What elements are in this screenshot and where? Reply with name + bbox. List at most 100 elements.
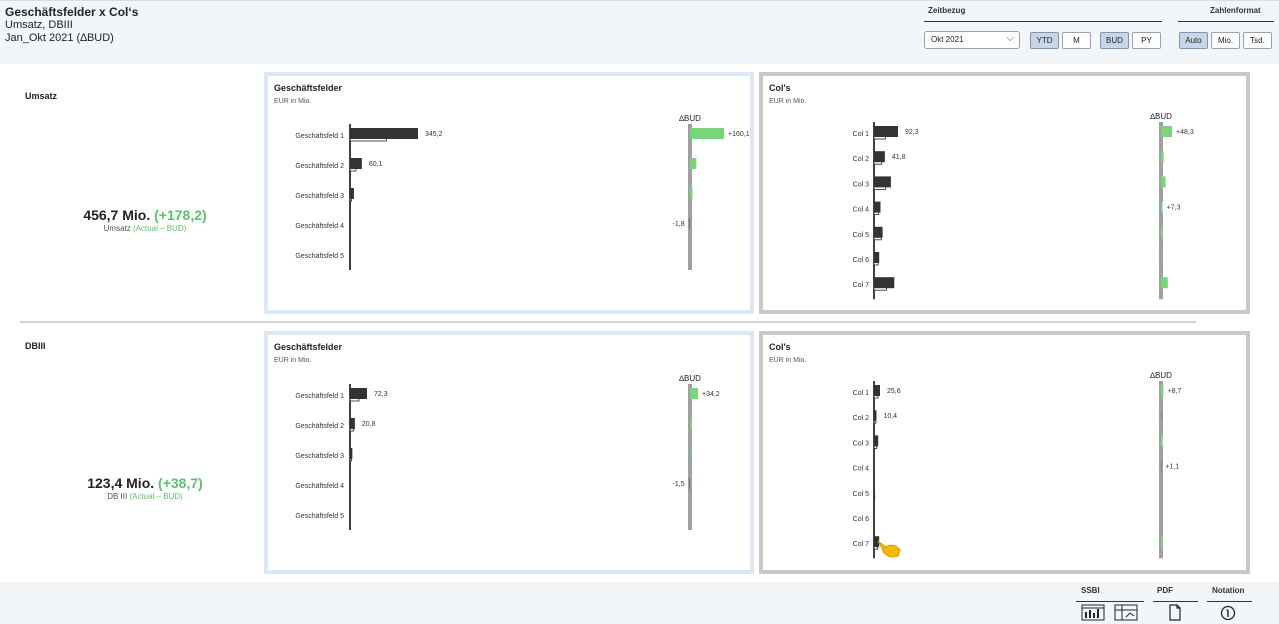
- category-label: Geschäftsfeld 1: [295, 393, 344, 400]
- delta-bar: [690, 448, 691, 459]
- panel-unit: EUR in Mio.: [274, 357, 312, 364]
- delta-label: +48,3: [1176, 129, 1194, 136]
- auto-button[interactable]: Auto: [1179, 32, 1208, 49]
- delta-bar: [1161, 201, 1163, 213]
- kpi-umsatz: 456,7 Mio. (+178,2) Umsatz (Actual – BUD…: [40, 207, 250, 233]
- panel-title: Geschäftsfelder: [274, 83, 343, 93]
- panel-unit: EUR in Mio.: [274, 98, 312, 105]
- delta-bar: [1161, 176, 1166, 188]
- panel-title: Col's: [769, 342, 791, 352]
- category-label: Geschäftsfeld 4: [295, 483, 344, 490]
- month-select[interactable]: Okt 2021 ⌵: [924, 31, 1020, 49]
- actual-bar: [874, 176, 891, 188]
- bud-button[interactable]: BUD: [1100, 32, 1129, 49]
- delta-header: ∆BUD: [1150, 371, 1172, 380]
- category-label: Geschäftsfeld 4: [295, 223, 344, 230]
- actual-bar: [350, 128, 418, 139]
- tsd-button[interactable]: Tsd.: [1243, 32, 1272, 49]
- actual-bar: [350, 158, 362, 169]
- actual-bar: [874, 460, 875, 472]
- info-icon[interactable]: [1220, 605, 1236, 621]
- delta-header: ∆BUD: [1150, 112, 1172, 121]
- zeitbezug-underline: [924, 21, 1162, 22]
- m-button[interactable]: M: [1062, 32, 1091, 49]
- kpi-db-value: 123,4 Mio.: [87, 475, 155, 491]
- delta-bar: [1161, 252, 1162, 263]
- delta-header: ∆BUD: [679, 374, 701, 383]
- actual-bar: [874, 226, 883, 238]
- panel-umsatz-geschaeftsfelder[interactable]: Geschäftsfelder EUR in Mio. ∆BUD Geschäft…: [264, 72, 754, 314]
- value-label: 345,2: [425, 131, 443, 138]
- actual-bar: [874, 252, 880, 263]
- actual-bar: [350, 388, 367, 399]
- bar-chart: ∆BUD Geschäftsfeld 1 72,3 +34,2 Geschäftsfel…: [295, 374, 720, 530]
- value-label: 41,8: [892, 154, 906, 161]
- kpi-umsatz-value: 456,7 Mio.: [83, 207, 151, 223]
- actual-bar: [874, 385, 880, 396]
- category-label: Col 4: [853, 207, 869, 214]
- ytd-button[interactable]: YTD: [1030, 32, 1059, 49]
- category-label: Col 7: [853, 541, 869, 548]
- pdf-underline: [1153, 601, 1198, 602]
- actual-bar: [350, 448, 353, 459]
- mio-button[interactable]: Mio.: [1211, 32, 1240, 49]
- category-label: Col 7: [853, 282, 869, 289]
- panel-title: Col's: [769, 83, 791, 93]
- pdf-file-icon[interactable]: [1168, 604, 1182, 621]
- category-label: Col 5: [853, 232, 869, 239]
- py-button[interactable]: PY: [1132, 32, 1161, 49]
- panel-unit: EUR in Mio.: [769, 98, 807, 105]
- delta-label: -1,5: [673, 481, 685, 488]
- delta-label: +34,2: [702, 391, 720, 398]
- category-label: Col 6: [853, 257, 869, 264]
- delta-label: +160,1: [728, 131, 750, 138]
- bar-chart-icon[interactable]: [1081, 604, 1105, 621]
- delta-label: -1,8: [673, 221, 685, 228]
- delta-bar: [1161, 126, 1172, 137]
- category-label: Col 1: [853, 131, 869, 138]
- kpi-umsatz-delta: (+178,2): [154, 207, 207, 223]
- delta-bar: [690, 388, 698, 399]
- category-label: Col 3: [853, 440, 869, 447]
- value-label: 25,6: [887, 388, 901, 395]
- month-select-value: Okt 2021: [931, 35, 964, 44]
- delta-bar: [1161, 385, 1164, 396]
- layout-icon[interactable]: [1114, 604, 1138, 621]
- actual-bar: [874, 126, 898, 137]
- delta-bar: [690, 418, 692, 429]
- delta-label: +7,3: [1167, 205, 1181, 212]
- category-label: Col 3: [853, 181, 869, 188]
- panel-umsatz-cols[interactable]: Col's EUR in Mio. ∆BUD Col 1 92,3 +48,3 Col …: [759, 72, 1250, 314]
- actual-bar: [874, 201, 881, 213]
- kpi-db-caption-delta: (Actual – BUD): [129, 492, 183, 501]
- actual-bar: [874, 511, 875, 522]
- delta-bar: [690, 128, 724, 139]
- actual-bar: [874, 277, 895, 289]
- kpi-db: 123,4 Mio. (+38,7) DB III (Actual – BUD): [40, 475, 250, 501]
- actual-bar: [874, 536, 880, 548]
- ssbi-underline: [1076, 601, 1144, 602]
- delta-bar: [1161, 151, 1164, 163]
- value-label: 92,3: [905, 129, 919, 136]
- panel-unit: EUR in Mio.: [769, 357, 807, 364]
- value-label: 10,4: [883, 413, 897, 420]
- panel-db-cols[interactable]: Col's EUR in Mio. ∆BUD Col 1 25,6 +8,7 Col 2…: [759, 331, 1250, 574]
- value-label: 20,8: [362, 421, 376, 428]
- category-label: Geschäftsfeld 2: [295, 423, 344, 430]
- kpi-db-caption: DB III: [107, 492, 128, 501]
- category-label: Col 2: [853, 415, 869, 422]
- zahlenformat-underline: [1178, 21, 1274, 22]
- category-label: Geschäftsfeld 2: [295, 163, 344, 170]
- zeitbezug-label: Zeitbezug: [928, 6, 966, 15]
- delta-bar: [1161, 536, 1164, 548]
- panel-db-geschaeftsfelder[interactable]: Geschäftsfelder EUR in Mio. ∆BUD Geschäft…: [264, 331, 754, 574]
- notation-underline: [1207, 601, 1252, 602]
- category-label: Geschäftsfeld 3: [295, 193, 344, 200]
- actual-bar: [874, 485, 875, 497]
- notation-label: Notation: [1212, 586, 1245, 595]
- category-label: Col 1: [853, 390, 869, 397]
- page-period: Jan_Okt 2021 (∆BUD): [5, 32, 114, 44]
- delta-label: +1,1: [1165, 464, 1179, 471]
- actual-bar: [874, 410, 877, 422]
- category-label: Col 6: [853, 516, 869, 523]
